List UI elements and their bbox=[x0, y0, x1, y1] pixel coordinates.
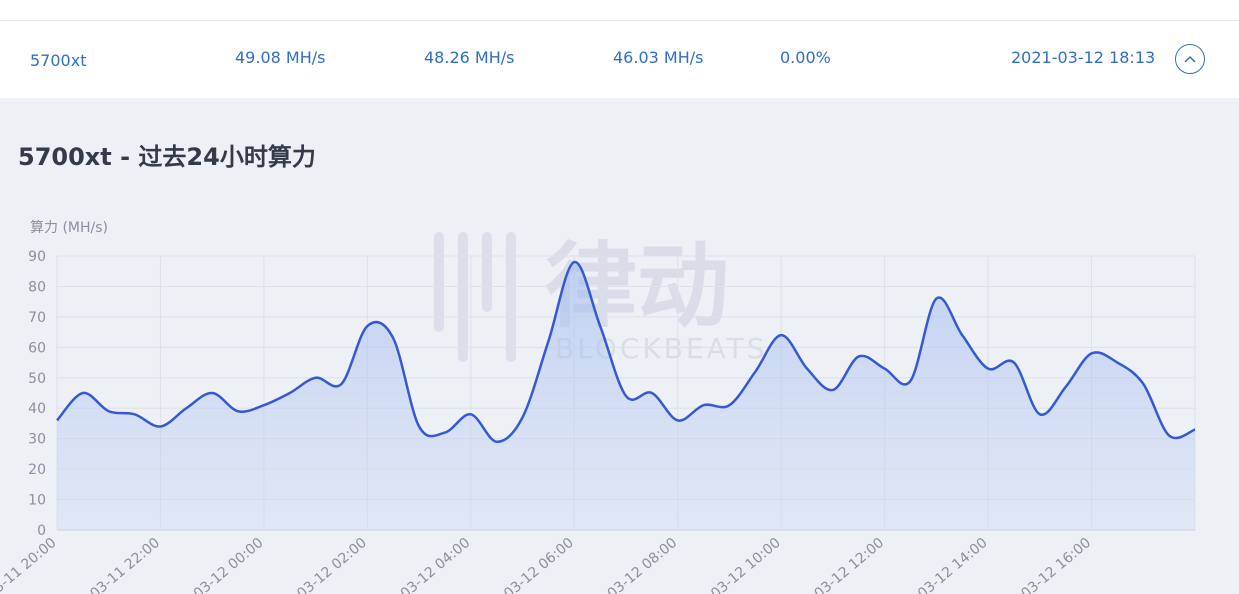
hashrate-cell: 46.03 MH/s bbox=[613, 48, 704, 67]
y-tick-label: 50 bbox=[28, 371, 46, 387]
collapse-button[interactable] bbox=[1175, 44, 1205, 74]
y-tick-label: 10 bbox=[28, 493, 46, 509]
y-tick-label: 40 bbox=[28, 401, 46, 417]
y-tick-label: 80 bbox=[28, 279, 46, 295]
hashrate-line bbox=[56, 260, 1196, 443]
table-row: 5700xt 49.08 MH/s 48.26 MH/s 46.03 MH/s … bbox=[0, 20, 1239, 98]
area-fill bbox=[57, 261, 1195, 530]
hashrate-cell: 49.08 MH/s bbox=[235, 48, 326, 67]
y-tick-label: 70 bbox=[28, 310, 46, 326]
hashrate-cell: 48.26 MH/s bbox=[424, 48, 515, 67]
y-tick-label: 20 bbox=[28, 462, 46, 478]
chevron-icon bbox=[1184, 55, 1196, 63]
y-tick-label: 0 bbox=[37, 523, 46, 539]
chart-title: 5700xt - 过去24小时算力 bbox=[18, 143, 316, 171]
y-tick-label: 60 bbox=[28, 340, 46, 356]
y-tick-label: 30 bbox=[28, 432, 46, 448]
y-axis-label: 算力 (MH/s) bbox=[30, 220, 108, 236]
worker-name[interactable]: 5700xt bbox=[30, 51, 87, 70]
reject-rate-cell: 0.00% bbox=[780, 48, 831, 67]
time-cell: 2021-03-12 18:13 bbox=[1011, 48, 1156, 67]
watermark-logo bbox=[434, 232, 516, 362]
y-tick-label: 90 bbox=[28, 249, 46, 265]
